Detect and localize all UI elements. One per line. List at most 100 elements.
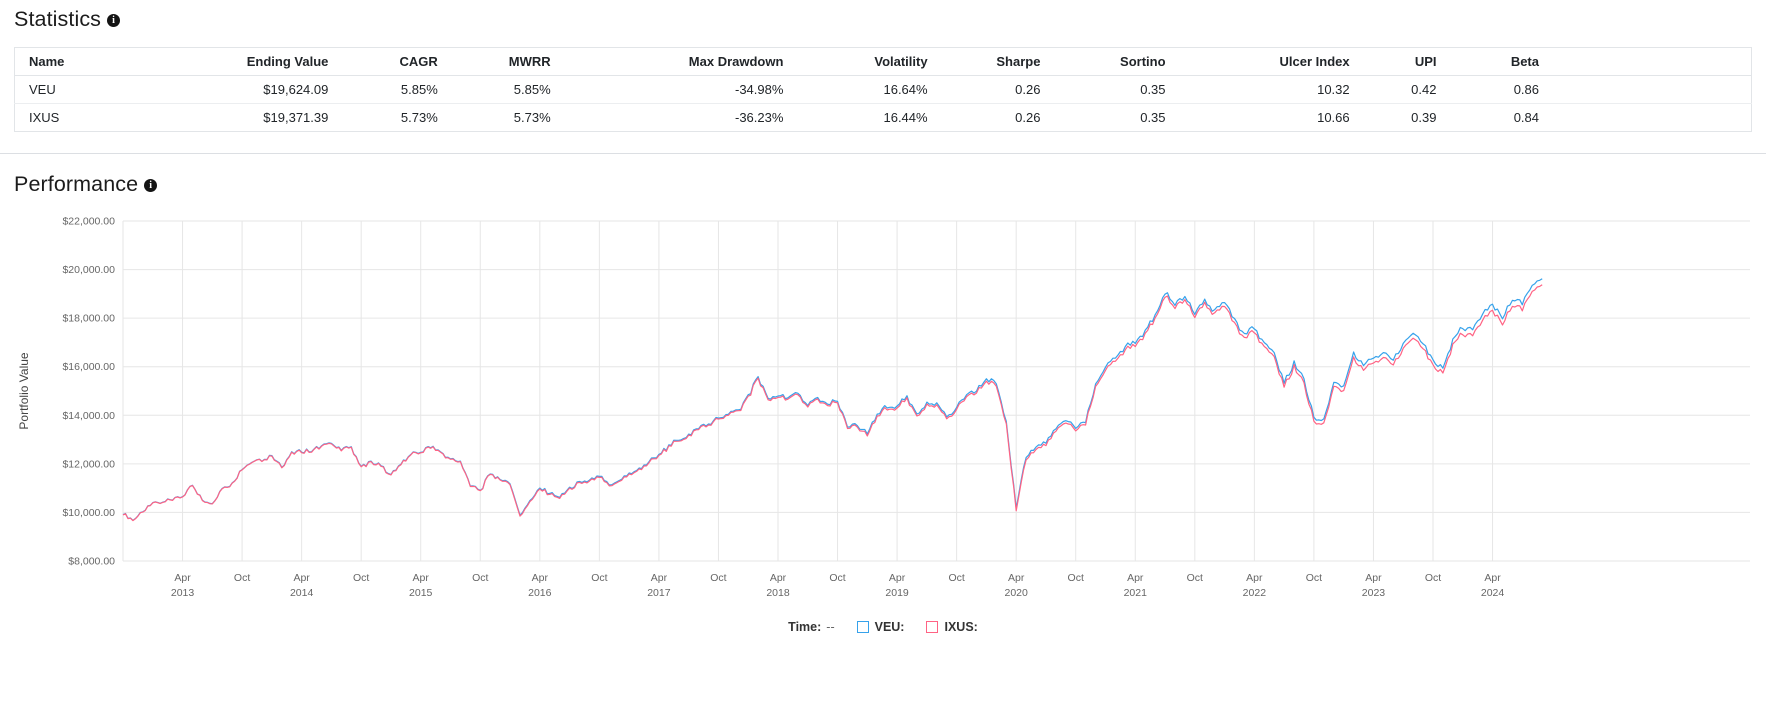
y-tick-label: $16,000.00 [62, 361, 115, 373]
series-line-ixus [122, 284, 1543, 522]
value-cell: 0.26 [1015, 82, 1041, 97]
col-header-ending-value: Ending Value [205, 47, 333, 76]
x-tick-month: Oct [1425, 572, 1441, 584]
x-tick-year: 2015 [409, 587, 433, 599]
x-tick-year: 2013 [171, 587, 195, 599]
col-header-name: Name [14, 47, 206, 76]
statistics-table: Name Ending Value CAGR MWRR Max Drawdown Vola… [14, 47, 1752, 132]
x-tick-month: Oct [710, 572, 726, 584]
performance-info-icon[interactable] [144, 179, 158, 192]
x-tick-month: Apr [1246, 572, 1263, 584]
value-cell: 5.85% [400, 82, 438, 97]
value-cell: 0.35 [1140, 82, 1166, 97]
x-tick-month: Oct [1068, 572, 1084, 584]
value-cell: 5.85% [513, 82, 551, 97]
legend-label: IXUS: [944, 620, 978, 634]
x-tick-year: 2020 [1004, 587, 1028, 599]
value-cell: 0.39 [1353, 103, 1441, 132]
statistics-info-icon[interactable] [107, 14, 121, 27]
value-cell: 5.73% [332, 103, 442, 132]
value-cell: 10.66 [1169, 103, 1354, 132]
x-tick-month: Apr [532, 572, 549, 584]
x-tick-year: 2016 [528, 587, 552, 599]
legend-time-label: Time: [788, 620, 822, 634]
performance-title-text: Performance [14, 172, 139, 196]
x-tick-month: Apr [889, 572, 906, 584]
value-cell: $19,624.09 [263, 82, 329, 97]
x-tick-year: 2019 [885, 587, 909, 599]
x-tick-year: 2018 [766, 587, 790, 599]
statistics-title: Statistics [14, 0, 1752, 32]
col-header-ulcer-index: Ulcer Index [1169, 47, 1354, 76]
y-tick-label: $10,000.00 [62, 507, 115, 519]
y-tick-label: $22,000.00 [62, 216, 115, 228]
x-tick-month: Oct [948, 572, 964, 584]
value-cell: -36.23% [554, 103, 788, 132]
col-header-volatility: Volatility [787, 47, 932, 76]
col-header-sortino: Sortino [1044, 47, 1170, 76]
col-header-max-drawdown: Max Drawdown [554, 47, 788, 76]
y-tick-label: $18,000.00 [62, 313, 115, 325]
x-tick-month: Apr [413, 572, 430, 584]
performance-section: Performance $8,000.00 $10,000.00 $12,000.0… [0, 154, 1766, 634]
x-tick-month: Oct [591, 572, 607, 584]
table-row: VEU $19,624.09 5.85% 5.85% -34.98% 16.64% 0.26… [15, 76, 1752, 104]
table-header-row: Name Ending Value CAGR MWRR Max Drawdown Vola… [14, 47, 1752, 76]
col-header-cagr: CAGR [332, 47, 442, 76]
table-row: IXUS $19,371.39 5.73% 5.73% -36.23% 16.44% 0.2… [14, 103, 1752, 132]
legend-item-ixus[interactable]: IXUS: [926, 620, 978, 634]
legend-label: VEU: [874, 620, 905, 634]
performance-chart[interactable]: $8,000.00 $10,000.00 $12,000.00 $14,000.00 $… [14, 210, 1752, 634]
y-axis-title: Portfolio Value [17, 352, 31, 429]
section-divider [0, 153, 1766, 154]
x-tick-year: 2023 [1362, 587, 1386, 599]
x-tick-year: 2014 [290, 587, 314, 599]
value-cell: 10.32 [1317, 82, 1350, 97]
x-tick-month: Oct [1187, 572, 1203, 584]
value-cell: 0.84 [1440, 103, 1752, 132]
x-tick-month: Oct [353, 572, 369, 584]
x-tick-month: Oct [1306, 572, 1322, 584]
y-tick-label: $12,000.00 [62, 458, 115, 470]
chart-legend: Time: -- VEU: IXUS: [14, 620, 1752, 634]
x-tick-month: Oct [829, 572, 845, 584]
statistics-title-text: Statistics [14, 7, 102, 31]
col-header-mwrr: MWRR [441, 47, 555, 76]
x-tick-month: Oct [472, 572, 488, 584]
legend-item-time: Time: -- [788, 620, 834, 634]
legend-item-veu[interactable]: VEU: [856, 620, 905, 634]
x-tick-month: Apr [1484, 572, 1501, 584]
x-tick-month: Apr [651, 572, 668, 584]
value-cell: 0.42 [1411, 82, 1437, 97]
legend-time-value: -- [826, 620, 835, 634]
x-tick-month: Apr [1127, 572, 1144, 584]
legend-series-group: VEU: IXUS: [856, 620, 978, 634]
value-cell: 0.35 [1044, 103, 1170, 132]
ticker-cell: IXUS [14, 103, 206, 132]
value-cell: 0.26 [931, 103, 1045, 132]
x-tick-month: Oct [234, 572, 250, 584]
y-tick-label: $20,000.00 [62, 264, 115, 276]
col-header-beta: Beta [1440, 47, 1752, 76]
x-tick-month: Apr [1365, 572, 1382, 584]
x-tick-year: 2017 [647, 587, 671, 599]
x-tick-month: Apr [1008, 572, 1025, 584]
series-line-veu [122, 278, 1543, 521]
x-tick-year: 2024 [1481, 587, 1505, 599]
legend-swatch-veu [856, 621, 869, 633]
legend-swatch-ixus [926, 621, 939, 633]
x-tick-month: Apr [174, 572, 191, 584]
value-cell: 5.73% [441, 103, 555, 132]
x-tick-year: 2022 [1243, 587, 1267, 599]
col-header-upi: UPI [1353, 47, 1441, 76]
value-cell: 0.86 [1513, 82, 1539, 97]
value-cell: -34.98% [735, 82, 784, 97]
x-tick-month: Apr [293, 572, 310, 584]
performance-title: Performance [14, 154, 1752, 197]
portfolio-value-chart[interactable]: $8,000.00 $10,000.00 $12,000.00 $14,000.00 $… [14, 210, 1752, 608]
value-cell: $19,371.39 [205, 103, 333, 132]
col-header-sharpe: Sharpe [931, 47, 1045, 76]
value-cell: 16.64% [883, 82, 928, 97]
